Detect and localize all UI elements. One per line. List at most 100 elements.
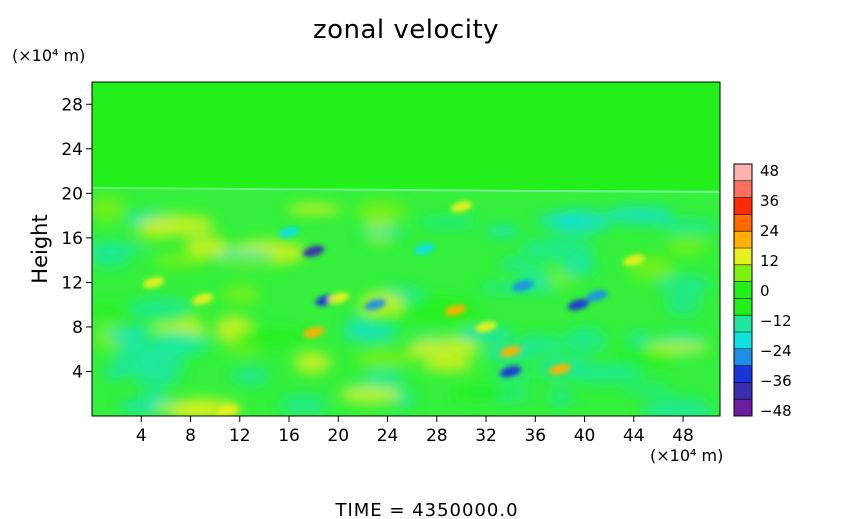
x-tick-label: 4 <box>136 426 147 446</box>
plot-frame <box>91 81 721 417</box>
field-patch <box>455 383 507 402</box>
colorbar-segment <box>734 315 752 333</box>
field-patch <box>92 195 126 223</box>
x-tick-label: 16 <box>278 426 300 446</box>
colorbar-segment <box>734 281 752 299</box>
x-tick-label: 40 <box>574 426 596 446</box>
colorbar-segment <box>734 248 752 266</box>
colorbar-segment <box>734 214 752 232</box>
velocity-feature <box>364 299 386 311</box>
field-patch <box>221 284 261 304</box>
field-patch <box>500 256 531 273</box>
colorbar-segment <box>734 382 752 400</box>
y-tick-label: 16 <box>61 229 83 249</box>
field-patch <box>486 225 520 237</box>
field-patch <box>213 255 285 268</box>
field-patch <box>624 383 671 395</box>
y-axis-unit: (×10⁴ m) <box>12 46 85 65</box>
velocity-feature <box>192 293 214 305</box>
colorbar-segment <box>734 365 752 383</box>
colorbar: 48 36 24 12 0 −12 −24 −36 −48 <box>733 162 792 420</box>
field-patch <box>128 297 192 320</box>
x-tick-label: 20 <box>327 426 349 446</box>
x-tick-label: 32 <box>475 426 497 446</box>
field-patch <box>419 216 478 228</box>
y-axis-label: Height <box>28 214 52 283</box>
velocity-feature <box>278 226 300 238</box>
field-patch <box>230 366 271 386</box>
colorbar-tick-label: −48 <box>760 402 792 420</box>
field-patch <box>422 360 474 372</box>
y-tick-label: 24 <box>61 140 83 160</box>
velocity-feature <box>444 304 466 316</box>
field-patch <box>102 367 128 379</box>
y-tick-label: 4 <box>72 362 83 382</box>
velocity-feature <box>475 321 497 333</box>
field-patch <box>279 394 329 415</box>
field-patch <box>642 396 713 416</box>
colorbar-frame <box>733 163 753 417</box>
field-patch <box>139 214 215 237</box>
colorbar-tick-label: 24 <box>760 222 779 240</box>
field-patch <box>656 274 713 296</box>
colorbar-segment <box>734 332 752 350</box>
velocity-feature <box>327 292 349 304</box>
x-tick-label: 28 <box>426 426 448 446</box>
field-patch <box>517 334 567 355</box>
field-patch <box>154 252 209 268</box>
field-patch <box>365 312 410 327</box>
colorbar-tick-label: −24 <box>760 342 792 360</box>
y-tick-label: 20 <box>61 184 83 204</box>
field-patch <box>154 331 212 356</box>
velocity-feature <box>549 363 571 375</box>
field-patch <box>185 235 229 258</box>
x-tick-label: 24 <box>377 426 399 446</box>
plot-area <box>92 82 720 416</box>
colorbar-tick-label: −36 <box>760 372 792 390</box>
field-patch <box>141 385 168 407</box>
field-patch <box>233 327 309 349</box>
y-tick-label: 8 <box>72 318 83 338</box>
chart-title: zonal velocity <box>313 15 499 45</box>
velocity-feature <box>302 245 325 257</box>
colorbar-segment <box>734 231 752 249</box>
colorbar-segment <box>734 197 752 215</box>
x-tick-label: 12 <box>229 426 251 446</box>
colorbar-segment <box>734 298 752 316</box>
x-tick-label: 44 <box>623 426 645 446</box>
field-patch <box>626 331 654 348</box>
field-patch <box>604 206 674 224</box>
colorbar-tick-label: 12 <box>760 252 779 270</box>
x-tick-label: 8 <box>185 426 196 446</box>
colorbar-segment <box>734 264 752 283</box>
x-axis: 4 8 12 16 20 24 28 32 36 40 44 48 <box>136 416 694 446</box>
velocity-feature <box>302 326 325 339</box>
x-tick-label: 36 <box>524 426 546 446</box>
velocity-feature <box>623 254 645 266</box>
y-axis: 4 8 12 16 20 24 28 <box>61 95 92 382</box>
velocity-feature <box>512 280 534 292</box>
field-patch <box>564 326 606 354</box>
colorbar-tick-label: 48 <box>760 162 779 180</box>
field-patch <box>456 327 514 341</box>
velocity-feature <box>499 365 522 378</box>
velocity-feature <box>216 404 239 416</box>
velocity-feature <box>413 243 436 255</box>
field-patch <box>666 293 701 316</box>
field-patch <box>92 242 148 255</box>
colorbar-segment <box>734 348 752 367</box>
time-annotation: TIME = 4350000.0 <box>334 500 518 519</box>
colorbar-tick-label: −12 <box>760 312 792 330</box>
colorbar-segment <box>734 164 752 182</box>
field-patch <box>286 203 341 215</box>
field-patch <box>226 344 260 355</box>
velocity-feature <box>450 201 473 213</box>
colorbar-tick-label: 36 <box>760 192 779 210</box>
field-patch <box>404 296 481 324</box>
y-tick-label: 28 <box>61 95 83 115</box>
velocity-feature <box>142 276 165 289</box>
velocity-feature <box>567 299 590 311</box>
y-tick-label: 12 <box>61 273 83 293</box>
colorbar-segment <box>734 180 752 199</box>
